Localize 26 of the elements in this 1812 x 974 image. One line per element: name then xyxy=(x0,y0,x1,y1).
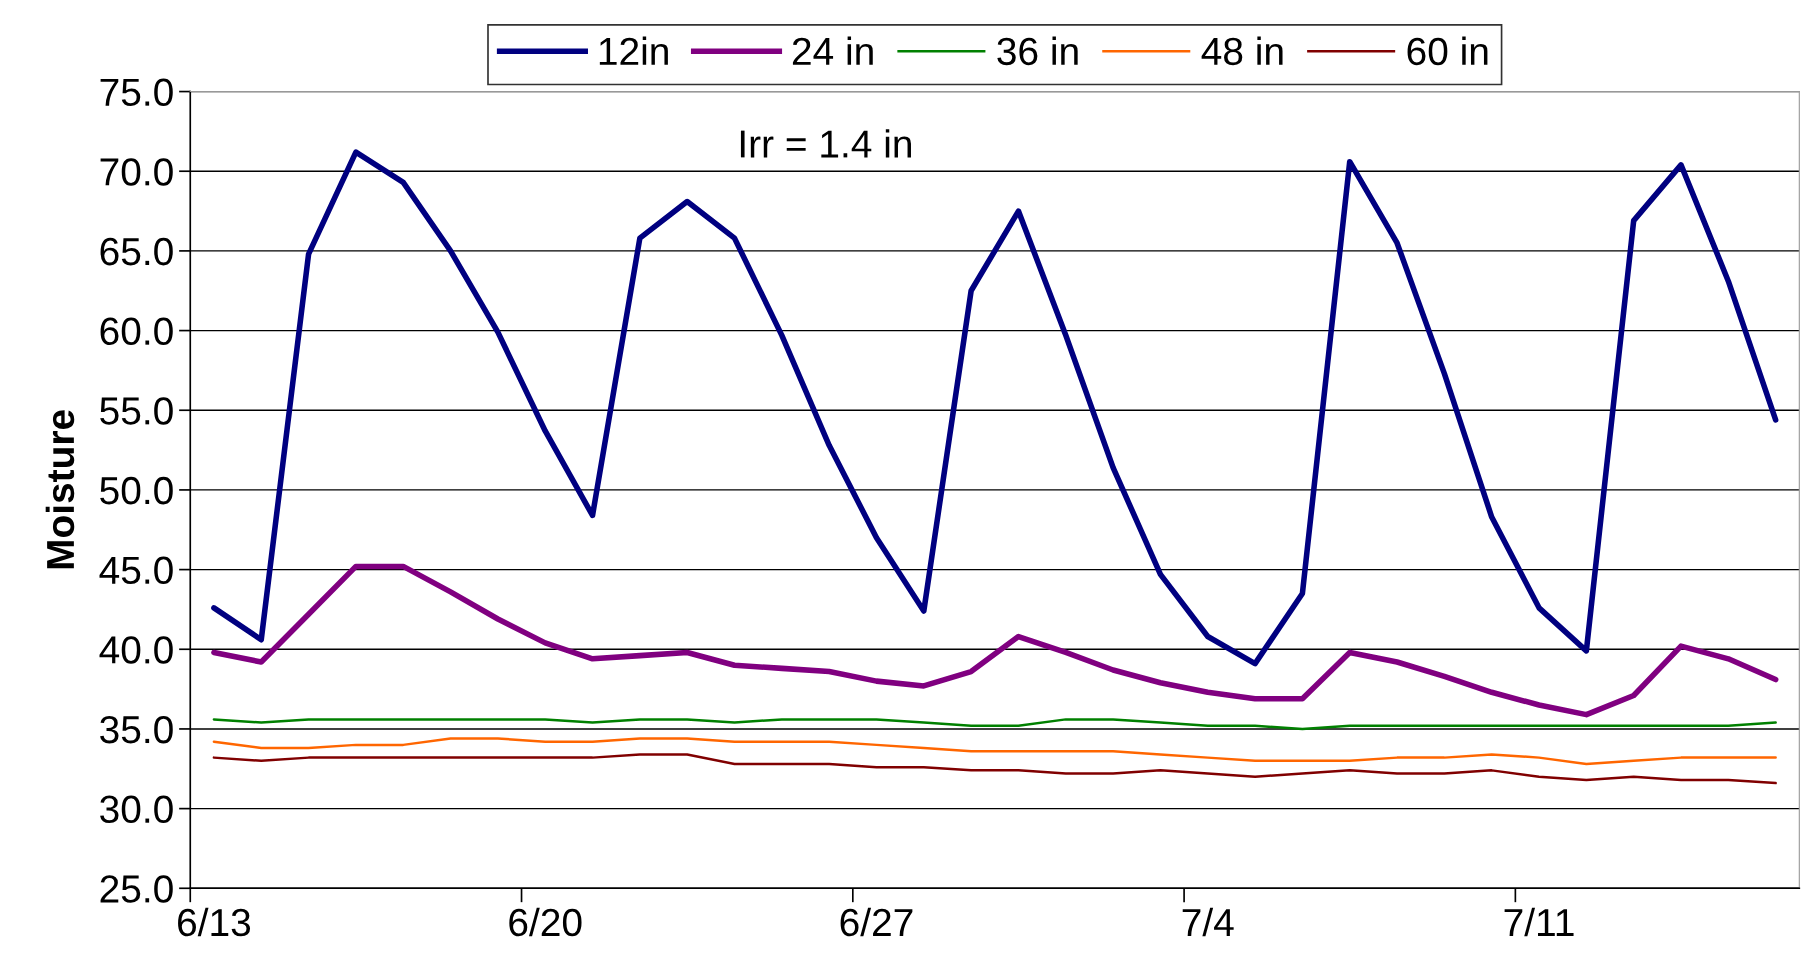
line-series xyxy=(212,737,1777,766)
y-tick-label: 55.0 xyxy=(100,397,173,425)
y-tick-label: 45.0 xyxy=(99,556,173,585)
legend-label: 60 in xyxy=(1407,36,1488,66)
x-tick-label: 7/4 xyxy=(1182,907,1234,937)
x-tick-label: 6/13 xyxy=(178,907,251,937)
y-tick-label: 25.0 xyxy=(100,875,173,903)
legend-label: 48 in xyxy=(1201,36,1283,66)
line-series xyxy=(212,718,1777,731)
y-tick-label: 50.0 xyxy=(100,476,173,505)
y-tick-label: 40.0 xyxy=(99,636,173,664)
line-series xyxy=(212,753,1777,785)
annotation: Irr = 1.4 in xyxy=(740,129,911,158)
x-tick-label: 6/27 xyxy=(840,907,913,937)
y-tick-label: 70.0 xyxy=(100,158,173,186)
y-tick-label: 75.0 xyxy=(100,78,173,107)
x-tick-label: 6/20 xyxy=(509,907,582,937)
legend-label: 24 in xyxy=(792,36,873,65)
legend-label: 36 in xyxy=(997,36,1078,66)
legend-label: 12in xyxy=(599,36,668,65)
y-tick-label: 30.0 xyxy=(100,795,173,824)
y-tick-label: 35.0 xyxy=(100,715,173,744)
y-tick-label: 65.0 xyxy=(100,237,173,266)
y-axis-title: Moisture xyxy=(45,410,75,569)
x-tick-label: 7/11 xyxy=(1504,907,1574,937)
y-tick-label: 60.0 xyxy=(100,317,173,346)
